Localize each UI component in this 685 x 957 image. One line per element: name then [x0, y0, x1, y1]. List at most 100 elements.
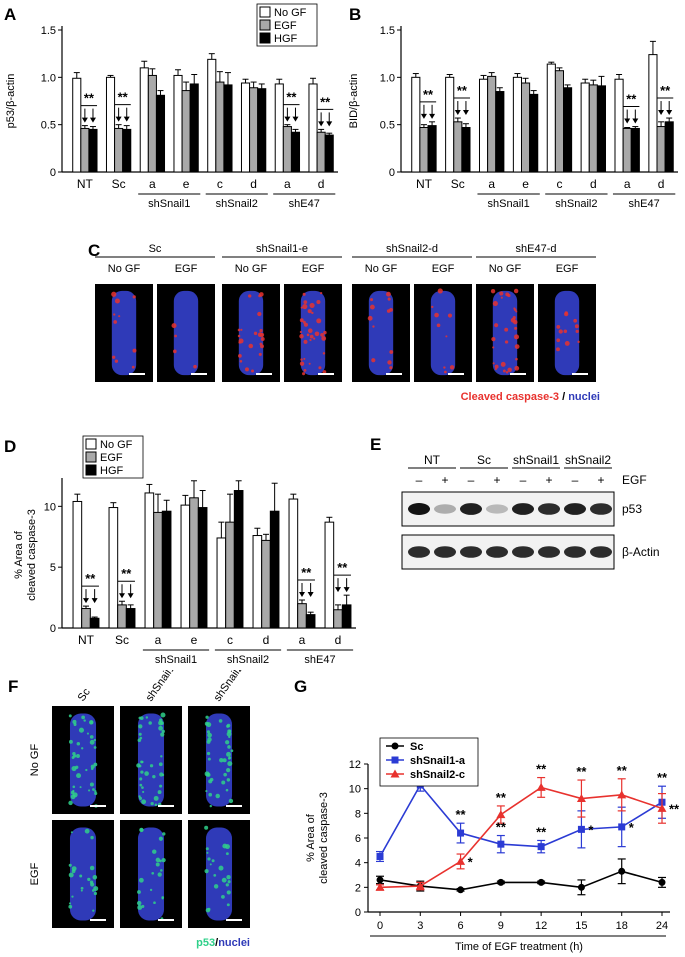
category-label: e	[522, 177, 529, 191]
significance-marker: **	[85, 571, 96, 586]
stain-speck	[299, 361, 305, 366]
bar	[588, 84, 598, 173]
stain-speck	[514, 365, 520, 371]
stain-speck	[515, 310, 518, 313]
stain-speck	[94, 791, 98, 796]
legend-swatch	[259, 19, 271, 31]
stain-speck	[158, 725, 163, 731]
stain-speck	[205, 847, 209, 851]
significance-marker: **	[617, 763, 628, 778]
arrow-head	[326, 121, 333, 127]
y-tick-label: 0	[50, 623, 56, 635]
stain-speck	[227, 757, 231, 760]
stain-speck	[514, 344, 520, 350]
band	[408, 503, 430, 515]
bar	[580, 82, 590, 173]
condition-label: No GF	[235, 263, 268, 275]
y-axis-label: BID/β-actin	[348, 74, 360, 129]
stain-speck	[513, 334, 520, 340]
category-label: Sc	[451, 177, 465, 191]
condition-label: EGF	[556, 263, 579, 275]
stain-speck	[138, 716, 142, 720]
arrow-head	[454, 110, 461, 116]
bar	[189, 497, 199, 629]
acinus	[238, 290, 264, 376]
stain-speck	[505, 371, 509, 374]
arrow-head	[292, 116, 299, 122]
stain-speck	[320, 333, 324, 337]
caption-blue: nuclei	[568, 391, 600, 403]
stain-speck	[573, 318, 578, 323]
significance-marker: **	[320, 94, 331, 109]
stain-speck	[225, 740, 230, 745]
stain-speck	[158, 836, 163, 841]
legend-swatch	[85, 451, 97, 463]
panel-label: G	[294, 677, 307, 696]
bar	[427, 125, 437, 173]
y-tick-label: 0.5	[380, 120, 395, 132]
stain-speck	[157, 872, 162, 877]
condition-label: No GF	[108, 263, 141, 275]
stain-speck	[299, 334, 304, 339]
series-2	[375, 776, 667, 891]
condition-label: No GF	[365, 263, 398, 275]
significance-marker: **	[286, 90, 297, 105]
stain-speck	[226, 874, 231, 880]
band	[486, 504, 508, 514]
legend-swatch	[259, 6, 271, 18]
stain-speck	[204, 825, 209, 830]
bar	[648, 54, 658, 173]
stain-speck	[230, 749, 234, 753]
stain-speck	[302, 292, 306, 296]
stain-speck	[303, 368, 307, 372]
stain-speck	[564, 340, 570, 346]
group-name: shSnail1-e	[256, 243, 308, 255]
stain-speck	[111, 291, 117, 297]
data-point	[618, 823, 626, 831]
bar	[252, 535, 263, 629]
column-label: shSnail1-e	[144, 670, 184, 704]
band	[460, 546, 482, 558]
egf-sign: +	[597, 473, 604, 487]
bar	[546, 63, 556, 173]
y-tick-label: 1.5	[380, 25, 395, 37]
bar	[72, 500, 83, 629]
stain-speck	[204, 869, 209, 874]
stain-speck	[208, 792, 213, 797]
stain-speck	[307, 309, 312, 314]
stain-speck	[145, 716, 149, 719]
data-point	[391, 742, 399, 750]
x-tick-label: 12	[535, 920, 547, 932]
y-tick-label: 0	[389, 167, 395, 179]
bar	[189, 83, 199, 173]
bar	[419, 127, 429, 173]
stain-speck	[81, 715, 85, 720]
bar	[333, 609, 343, 629]
stain-speck	[321, 336, 327, 341]
stain-speck	[221, 780, 226, 785]
category-label: d	[250, 177, 257, 191]
significance-marker: **	[626, 92, 637, 107]
stain-speck	[155, 857, 161, 863]
arrow-head	[91, 598, 98, 604]
band	[486, 546, 508, 558]
category-label: e	[183, 177, 190, 191]
stain-speck	[228, 798, 234, 804]
band	[512, 546, 534, 558]
stain-speck	[223, 772, 227, 777]
stain-speck	[500, 296, 503, 299]
stain-speck	[300, 358, 303, 361]
stain-speck	[227, 880, 231, 884]
data-point	[658, 878, 666, 886]
stain-speck	[159, 859, 162, 863]
legend-swatch	[85, 464, 97, 476]
legend-box	[256, 3, 318, 47]
bar	[122, 128, 132, 173]
stain-speck	[259, 342, 263, 346]
stain-speck	[71, 756, 75, 759]
egf-sign: –	[468, 473, 475, 487]
egf-sign: +	[493, 473, 500, 487]
stain-speck	[238, 354, 242, 358]
stain-speck	[68, 714, 72, 718]
